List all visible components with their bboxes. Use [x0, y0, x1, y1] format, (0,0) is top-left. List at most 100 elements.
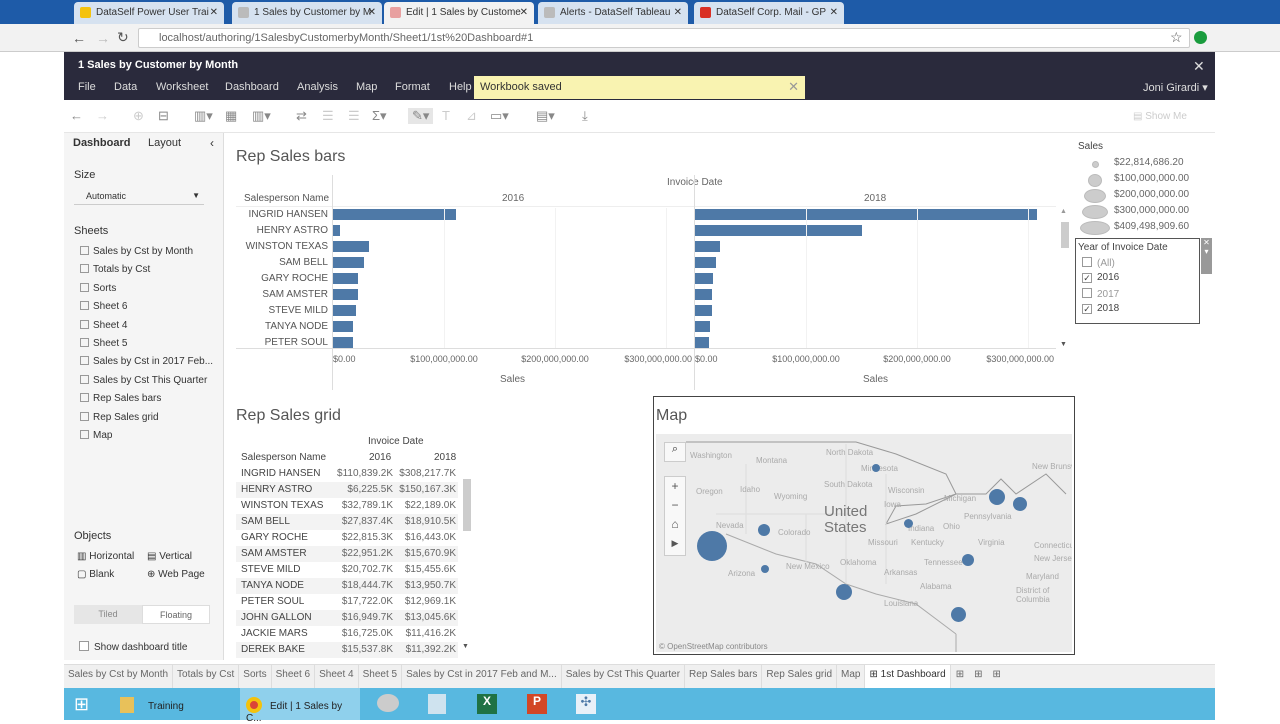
sheet-item[interactable]: Rep Sales grid	[80, 411, 159, 423]
fit-icon[interactable]: ▭▾	[490, 108, 509, 123]
sheet-item[interactable]: Sales by Cst This Quarter	[80, 374, 207, 386]
sheet-item[interactable]: Totals by Cst	[80, 264, 150, 275]
sheet-tab[interactable]: Sorts	[239, 665, 272, 688]
menu-data[interactable]: Data	[114, 81, 138, 93]
download-icon[interactable]: ⤓	[582, 108, 588, 123]
bar-2018[interactable]	[695, 305, 713, 316]
bar-2016[interactable]	[333, 305, 356, 316]
map-search-icon[interactable]: ⌕	[664, 442, 686, 462]
sort-desc-icon[interactable]: ☰	[348, 108, 360, 123]
pan-arrow-icon[interactable]: ▶	[671, 538, 679, 548]
menu-map[interactable]: Map	[356, 81, 378, 93]
sheet-tab[interactable]: Sheet 5	[359, 665, 403, 688]
map-sales-mark[interactable]	[697, 531, 727, 561]
back-icon[interactable]: ←	[72, 30, 86, 46]
app-icon[interactable]	[377, 694, 399, 712]
powerpoint-icon[interactable]: P	[527, 694, 547, 714]
extension-icon[interactable]	[1194, 31, 1207, 44]
bar-2018[interactable]	[695, 321, 711, 332]
url-input[interactable]: localhost/authoring/1SalesbyCustomerbyMo…	[138, 28, 1190, 48]
bar-2016[interactable]	[333, 321, 354, 332]
sheet-tab[interactable]: Sheet 6	[272, 665, 316, 688]
taskbar-item-training[interactable]: Training	[110, 688, 235, 720]
sheet-tab[interactable]: Rep Sales grid	[762, 665, 838, 688]
fix-axes-icon[interactable]: ⊿	[466, 108, 477, 123]
filter-option[interactable]: ✓ 2018	[1082, 303, 1119, 314]
undo-icon[interactable]: ←	[70, 108, 83, 123]
checkbox[interactable]	[1082, 257, 1092, 267]
size-dropdown[interactable]: Automatic ▼	[74, 188, 204, 205]
new-story-tab-icon[interactable]: ⊞	[992, 669, 1001, 680]
map-sales-mark[interactable]	[903, 518, 913, 528]
bar-2016[interactable]	[333, 209, 457, 220]
checkbox[interactable]: ✓	[1082, 273, 1092, 284]
map-sales-mark[interactable]	[761, 565, 769, 573]
map-sales-mark[interactable]	[758, 524, 770, 536]
notepad-icon[interactable]	[428, 694, 446, 714]
zoom-in-icon[interactable]: +	[671, 479, 679, 493]
sheet-item[interactable]: Sheet 4	[80, 319, 127, 331]
bar-2016[interactable]	[333, 257, 364, 268]
clear-sheet-icon[interactable]: ▥▾	[252, 108, 271, 123]
sheet-tab[interactable]: Sales by Cst by Month	[64, 665, 174, 688]
sheet-item[interactable]: Sheet 5	[80, 338, 127, 349]
sheet-tab[interactable]: Sales by Cst This Quarter	[562, 665, 686, 688]
map-sales-mark[interactable]	[989, 489, 1005, 505]
sheet-tab[interactable]: Map	[837, 665, 866, 688]
map-sales-mark[interactable]	[1013, 497, 1027, 511]
duplicate-icon[interactable]: ▦	[225, 108, 238, 123]
sheet-item[interactable]: Sales by Cst in 2017 Feb...	[80, 356, 213, 367]
floating-toggle[interactable]: Floating	[142, 605, 210, 624]
close-tab-icon[interactable]: ✕	[519, 7, 528, 18]
zoom-out-icon[interactable]: −	[671, 498, 679, 512]
filter-option[interactable]: 2017	[1082, 287, 1119, 300]
tab-layout[interactable]: Layout	[148, 137, 182, 149]
filter-option[interactable]: (All)	[1082, 257, 1115, 269]
show-me-button[interactable]: ▤ Show Me	[1133, 111, 1187, 122]
bar-2018[interactable]	[695, 337, 710, 348]
excel-icon[interactable]: X	[477, 694, 497, 714]
tab-dashboard[interactable]: Dashboard	[73, 137, 131, 149]
start-icon[interactable]: ⊞	[74, 694, 90, 714]
sheet-tab[interactable]: Sheet 4	[315, 665, 359, 688]
sheet-tab[interactable]: ⊞ 1st Dashboard	[865, 665, 951, 688]
map-sales-mark[interactable]	[872, 464, 880, 472]
menu-file[interactable]: File	[78, 81, 96, 93]
object-horizontal[interactable]: ▥ Horizontal	[77, 551, 135, 562]
sheet-tab[interactable]: Rep Sales bars	[685, 665, 763, 688]
bar-2016[interactable]	[333, 289, 359, 300]
new-datasource-icon[interactable]: ⊕	[133, 108, 144, 123]
bar-2016[interactable]	[333, 273, 359, 284]
highlight-icon[interactable]: ✎▾	[408, 108, 434, 124]
checkbox[interactable]	[1082, 287, 1092, 298]
bar-2018[interactable]	[695, 257, 716, 268]
sheet-tab[interactable]: Totals by Cst	[173, 665, 240, 688]
browser-tab[interactable]: DataSelf Power User Trai ✕	[74, 2, 224, 24]
show-title-checkbox[interactable]: Show dashboard title	[79, 641, 187, 653]
close-tab-icon[interactable]: ✕	[209, 7, 218, 18]
bar-2016[interactable]	[333, 225, 340, 236]
tableau-icon[interactable]: ✣	[576, 694, 596, 714]
map-sales-mark[interactable]	[950, 606, 966, 622]
presentation-icon[interactable]: ▤▾	[536, 108, 555, 123]
pause-updates-icon[interactable]: ⊟	[158, 108, 169, 123]
bar-2018[interactable]	[695, 209, 1038, 220]
forward-icon[interactable]: →	[96, 30, 110, 46]
bar-2018[interactable]	[695, 273, 714, 284]
close-tab-icon[interactable]: ✕	[829, 7, 838, 18]
sheet-item[interactable]: Rep Sales bars	[80, 393, 161, 404]
collapse-icon[interactable]: ‹	[210, 136, 214, 150]
swap-icon[interactable]: ⇄	[296, 108, 307, 123]
redo-icon[interactable]: →	[96, 108, 109, 123]
close-icon[interactable]: ✕	[1193, 58, 1205, 74]
sheet-item[interactable]: Map	[80, 430, 112, 441]
browser-tab[interactable]: 1 Sales by Customer by M ✕	[232, 2, 382, 24]
object-blank[interactable]: ▢ Blank	[77, 569, 115, 580]
sheet-tab[interactable]: Sales by Cst in 2017 Feb and M...	[402, 665, 562, 688]
bar-2018[interactable]	[695, 241, 720, 252]
dismiss-icon[interactable]: ✕	[788, 79, 799, 94]
bookmark-star-icon[interactable]: ☆	[1170, 29, 1183, 45]
sort-asc-icon[interactable]: ☰	[322, 108, 334, 123]
sheet-item[interactable]: Sales by Cst by Month	[80, 246, 193, 257]
